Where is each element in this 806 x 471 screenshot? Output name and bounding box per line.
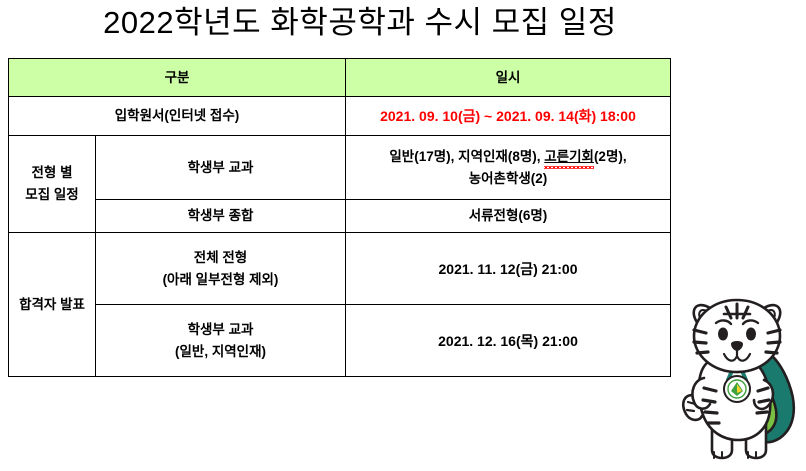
row-label-result-subject: 학생부 교과 (일반, 지역인재): [95, 304, 346, 377]
row-value-result-subject-date: 2021. 12. 16(목) 21:00: [345, 304, 671, 377]
result-all-label-line2: (아래 일부전형 제외): [162, 271, 279, 287]
quota-equal-opportunity-count: (2명),: [593, 148, 627, 164]
white-tiger-mascot-icon: [682, 298, 796, 460]
result-all-label-line1: 전체 전형: [193, 249, 248, 265]
page-title: 2022학년도 화학공학과 수시 모집 일정: [103, 5, 617, 40]
quota-general-regional: 일반(17명), 지역인재(8명),: [389, 148, 545, 164]
admissions-schedule-table: 구분 일시 입학원서(인터넷 접수) 2021. 09. 10(금) ~ 202…: [8, 58, 671, 377]
row-value-application-period: 2021. 09. 10(금) ~ 2021. 09. 14(화) 18:00: [345, 96, 671, 136]
track-subject-quota-line1: 일반(17명), 지역인재(8명), 고른기회(2명),: [350, 146, 666, 168]
row-label-application: 입학원서(인터넷 접수): [8, 96, 346, 136]
table-header-row: 구분 일시: [8, 58, 671, 97]
row-value-track-comprehensive: 서류전형(6명): [345, 199, 671, 233]
table-row-result-subject: 학생부 교과 (일반, 지역인재) 2021. 12. 16(목) 21:00: [9, 304, 671, 377]
row-label-track-comprehensive: 학생부 종합: [95, 199, 346, 233]
group-label-track-schedule: 전형 별 모집 일정: [8, 135, 96, 233]
column-header-category: 구분: [8, 58, 346, 97]
table-row-application: 입학원서(인터넷 접수) 2021. 09. 10(금) ~ 2021. 09.…: [8, 96, 671, 136]
group-label-track-line1: 전형 별: [31, 165, 73, 180]
group-label-track-line2: 모집 일정: [25, 187, 79, 202]
table-row-result-all: 합격자 발표 전체 전형 (아래 일부전형 제외) 2021. 11. 12(금…: [8, 232, 671, 377]
column-header-datetime: 일시: [345, 58, 671, 97]
track-subject-quota-line2: 농어촌학생(2): [468, 170, 548, 186]
row-label-result-all: 전체 전형 (아래 일부전형 제외): [95, 232, 346, 305]
row-value-track-subject: 일반(17명), 지역인재(8명), 고른기회(2명), 농어촌학생(2): [345, 135, 671, 200]
quota-equal-opportunity: 고른기회: [544, 148, 594, 164]
group-label-results-announcement: 합격자 발표: [8, 232, 96, 377]
result-subject-label-line2: (일반, 지역인재): [174, 343, 266, 359]
table-row-track-comprehensive: 학생부 종합 서류전형(6명): [9, 199, 671, 233]
table-row-track-subject: 전형 별 모집 일정 학생부 교과 일반(17명), 지역인재(8명), 고른기…: [8, 135, 671, 233]
row-value-result-all-date: 2021. 11. 12(금) 21:00: [345, 232, 671, 305]
white-tiger-mascot: [668, 292, 806, 466]
result-subject-label-line1: 학생부 교과: [187, 321, 254, 337]
row-label-track-subject: 학생부 교과: [95, 135, 346, 200]
